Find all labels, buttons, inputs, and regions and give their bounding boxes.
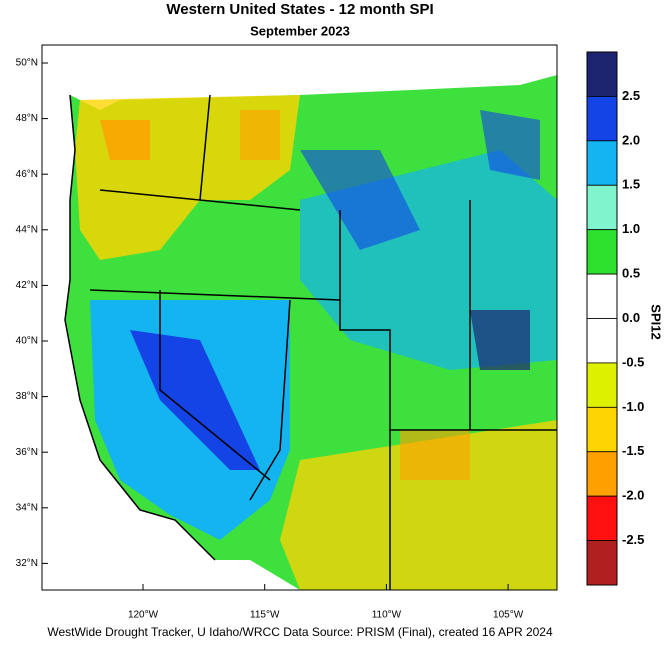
title: Western United States - 12 month SPI xyxy=(166,1,433,18)
colorbar-bin xyxy=(586,540,618,586)
lat-label: 38°N xyxy=(16,391,38,402)
lat-label: 32°N xyxy=(16,558,38,569)
colorbar-label: -2.5 xyxy=(622,532,644,547)
lat-label: 36°N xyxy=(16,447,38,458)
colorbar-label: 2.0 xyxy=(622,132,640,147)
colorbar-label: -0.5 xyxy=(622,354,644,369)
colorbar-bin xyxy=(586,495,618,541)
colorbar-label: -2.0 xyxy=(622,488,644,503)
lat-label: 42°N xyxy=(16,280,38,291)
colorbar-label: 1.5 xyxy=(622,177,640,192)
colorbar-bin xyxy=(586,229,618,275)
colorbar-bin xyxy=(586,96,618,142)
colorbar-bin xyxy=(586,273,618,319)
map xyxy=(41,44,558,591)
colorbar-bin xyxy=(586,51,618,97)
legend-title: SPI12 xyxy=(649,304,664,339)
colorbar-label: 0.5 xyxy=(622,266,640,281)
lat-label: 44°N xyxy=(16,224,38,235)
colorbar-label: 1.0 xyxy=(622,221,640,236)
lat-label: 34°N xyxy=(16,502,38,513)
lon-label: 120°W xyxy=(128,610,159,621)
footer: WestWide Drought Tracker, U Idaho/WRCC D… xyxy=(47,625,553,639)
colorbar-bin xyxy=(586,318,618,364)
colorbar-label: -1.0 xyxy=(622,399,644,414)
colorbar-bin xyxy=(586,362,618,408)
colorbar-bin xyxy=(586,406,618,453)
colorbar-label: 0.0 xyxy=(622,310,640,325)
colorbar-label: -1.5 xyxy=(622,443,644,458)
colorbar-label: 2.5 xyxy=(622,88,640,103)
colorbar-bin xyxy=(586,140,618,186)
lat-label: 40°N xyxy=(16,336,38,347)
lat-label: 48°N xyxy=(16,113,38,124)
lat-label: 46°N xyxy=(16,169,38,180)
subtitle: September 2023 xyxy=(250,23,350,38)
lon-label: 105°W xyxy=(493,610,524,621)
colorbar-bin xyxy=(586,184,618,231)
colorbar-frame xyxy=(586,51,618,586)
colorbar-bin xyxy=(586,451,618,497)
lat-label: 50°N xyxy=(16,58,38,69)
lon-label: 115°W xyxy=(250,610,280,621)
lon-label: 110°W xyxy=(372,610,402,621)
